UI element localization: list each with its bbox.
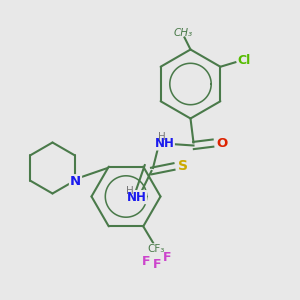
Text: Cl: Cl (238, 54, 251, 67)
Text: H: H (126, 186, 134, 196)
Text: S: S (178, 159, 188, 172)
Text: F: F (163, 251, 172, 264)
Text: N: N (70, 175, 81, 188)
Text: NH: NH (127, 190, 146, 204)
Text: CF₃: CF₃ (148, 244, 165, 254)
Text: F: F (141, 255, 150, 268)
Text: H: H (158, 132, 165, 142)
Text: CH₃: CH₃ (173, 28, 193, 38)
Text: NH: NH (154, 137, 174, 150)
Text: F: F (153, 258, 161, 271)
Text: O: O (216, 136, 228, 150)
